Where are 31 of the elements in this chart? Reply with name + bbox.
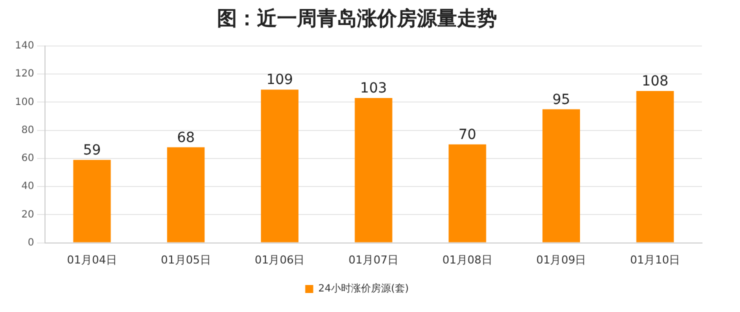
bar	[167, 147, 205, 242]
x-tick-label: 01月09日	[536, 253, 586, 266]
y-tick-label: 0	[28, 237, 34, 248]
x-tick-label: 01月07日	[348, 253, 399, 266]
x-tick-label: 01月04日	[67, 253, 118, 266]
data-label: 59	[83, 142, 101, 159]
data-label: 70	[458, 127, 476, 144]
x-tick-label: 01月10日	[630, 253, 680, 266]
y-tick-label: 40	[21, 181, 34, 192]
x-tick-label: 01月05日	[160, 253, 211, 266]
bar	[354, 98, 392, 242]
bar	[542, 109, 580, 242]
y-tick-label: 100	[14, 96, 34, 108]
y-tick-label: 20	[21, 209, 34, 220]
data-label: 68	[176, 130, 195, 146]
data-label: 103	[360, 80, 387, 97]
data-label: 95	[552, 92, 570, 108]
y-tick-label: 80	[21, 124, 34, 136]
y-tick-label: 120	[14, 68, 34, 80]
bar	[448, 144, 486, 242]
x-tick-label: 01月08日	[442, 253, 492, 266]
data-label: 109	[266, 72, 294, 88]
bar	[73, 160, 111, 242]
y-tick-label: 140	[14, 40, 34, 52]
legend-label: 24小时涨价房源(套)	[318, 282, 409, 295]
y-tick-label: 60	[21, 153, 34, 164]
data-label: 108	[642, 74, 668, 90]
x-tick-label: 01月06日	[254, 253, 305, 266]
chart-title: 图：近一周青岛涨价房源量走势	[217, 6, 497, 30]
bar	[636, 90, 674, 242]
bar	[260, 90, 298, 242]
